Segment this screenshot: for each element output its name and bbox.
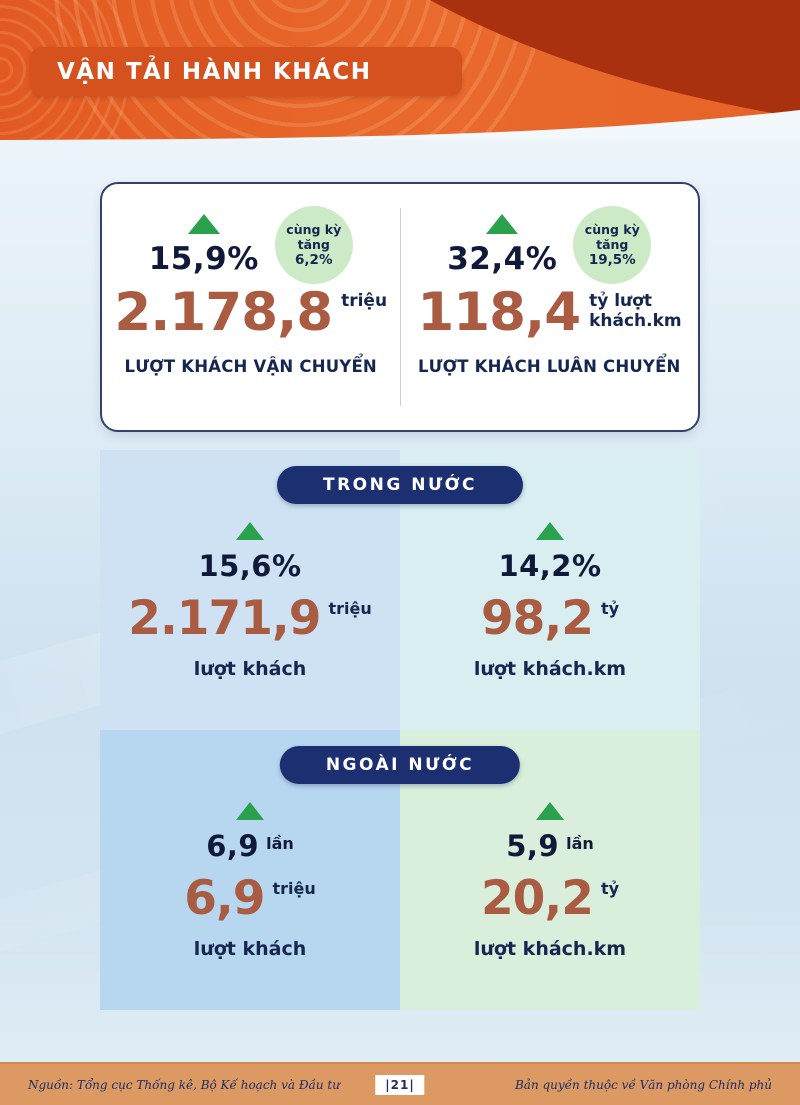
international-traffic-value-row: 20,2 tỷ (481, 875, 619, 922)
domestic-traffic-percent: 14,2% (498, 549, 602, 583)
carried-value-row: 2.178,8 triệu (114, 286, 387, 339)
international-passengers-unit: triệu (272, 879, 316, 898)
domestic-passengers-value: 2.171,9 (128, 591, 321, 646)
domestic-passengers-stat: 15,6% 2.171,9 triệu lượt khách (100, 522, 400, 680)
increase-triangle-icon (536, 802, 564, 820)
header-bottom-curve (0, 110, 800, 140)
ribbon-shape (430, 0, 800, 118)
page-number: |21| (375, 1074, 425, 1095)
page-title-text: VẬN TẢI HÀNH KHÁCH (57, 58, 372, 85)
domestic-passengers-label: lượt khách (193, 658, 307, 680)
domestic-passengers-unit: triệu (328, 599, 372, 618)
carried-percent: 15,9% (148, 241, 259, 277)
domestic-traffic-growth: 14,2% (498, 552, 601, 581)
international-section: 6,9 lần 6,9 triệu lượt khách 5,9 lần 20,… (100, 730, 700, 1010)
traffic-growth: 32,4% (447, 214, 557, 277)
increase-triangle-icon (486, 214, 519, 234)
international-passengers-value: 6,9 (184, 871, 265, 926)
badge-label: cùng kỳ tăng (286, 221, 342, 252)
header-banner: VẬN TẢI HÀNH KHÁCH (0, 0, 800, 140)
domestic-pill: TRONG NƯỚC (277, 466, 523, 504)
traffic-growth-group: 32,4% cùng kỳ tăng 19,5% (447, 206, 652, 284)
badge-label: cùng kỳ tăng (584, 221, 640, 252)
page-title: VẬN TẢI HÀNH KHÁCH (30, 47, 462, 96)
international-pill: NGOÀI NƯỚC (279, 746, 521, 784)
summary-carried-panel: 15,9% cùng kỳ tăng 6,2% 2.178,8 triệu LƯ… (102, 184, 400, 430)
traffic-value: 118,4 (417, 282, 581, 343)
increase-triangle-icon (236, 522, 264, 540)
international-traffic-label: lượt khách.km (473, 938, 627, 960)
carried-label: LƯỢT KHÁCH VẬN CHUYỂN (124, 357, 377, 376)
domestic-passengers-value-row: 2.171,9 triệu (128, 595, 372, 642)
badge-value: 19,5% (588, 251, 636, 268)
source-note: Nguồn: Tổng cục Thống kê, Bộ Kế hoạch và… (28, 1077, 340, 1092)
carried-unit: triệu (341, 291, 388, 311)
domestic-section: 15,6% 2.171,9 triệu lượt khách 14,2% 98,… (100, 450, 700, 730)
domestic-traffic-value: 98,2 (480, 591, 594, 646)
domestic-passengers-percent: 15,6% (198, 549, 302, 583)
domestic-traffic-panel: 14,2% 98,2 tỷ lượt khách.km (400, 450, 700, 730)
international-passengers-value-row: 6,9 triệu (184, 875, 316, 922)
traffic-label: LƯỢT KHÁCH LUÂN CHUYỂN (417, 357, 681, 376)
traffic-same-period-badge: cùng kỳ tăng 19,5% (573, 206, 652, 284)
copyright-note: Bản quyền thuộc về Văn phòng Chính phủ (514, 1077, 772, 1092)
international-traffic-growth-unit: lần (566, 834, 594, 853)
domestic-passengers-growth: 15,6% (198, 552, 301, 581)
increase-triangle-icon (236, 802, 264, 820)
international-passengers-growth-value: 6,9 (206, 829, 260, 863)
international-traffic-growth-value: 5,9 (506, 829, 560, 863)
international-traffic-stat: 5,9 lần 20,2 tỷ lượt khách.km (400, 802, 700, 960)
summary-card: 15,9% cùng kỳ tăng 6,2% 2.178,8 triệu LƯ… (100, 182, 700, 432)
carried-growth-group: 15,9% cùng kỳ tăng 6,2% (149, 206, 353, 284)
international-passengers-label: lượt khách (193, 938, 307, 960)
carried-same-period-badge: cùng kỳ tăng 6,2% (274, 206, 353, 284)
carried-value: 2.178,8 (114, 282, 333, 343)
traffic-unit: tỷ lượt khách.km (589, 291, 682, 332)
international-passengers-growth: 6,9 lần (206, 832, 294, 861)
domestic-traffic-label: lượt khách.km (473, 658, 627, 680)
international-traffic-unit: tỷ (600, 879, 620, 898)
domestic-traffic-stat: 14,2% 98,2 tỷ lượt khách.km (400, 522, 700, 680)
international-traffic-value: 20,2 (480, 871, 594, 926)
international-passengers-stat: 6,9 lần 6,9 triệu lượt khách (100, 802, 400, 960)
international-passengers-growth-unit: lần (266, 834, 294, 853)
carried-growth: 15,9% (149, 214, 259, 277)
international-traffic-growth: 5,9 lần (506, 832, 594, 861)
summary-traffic-panel: 32,4% cùng kỳ tăng 19,5% 118,4 tỷ lượt k… (401, 184, 699, 430)
increase-triangle-icon (187, 214, 220, 234)
card-divider (399, 208, 401, 406)
ribbon-decoration (0, 0, 800, 140)
badge-value: 6,2% (295, 251, 333, 268)
domestic-traffic-value-row: 98,2 tỷ (481, 595, 619, 642)
traffic-value-row: 118,4 tỷ lượt khách.km (417, 286, 681, 339)
footer-bar: Nguồn: Tổng cục Thống kê, Bộ Kế hoạch và… (0, 1062, 800, 1105)
increase-triangle-icon (536, 522, 564, 540)
domestic-traffic-unit: tỷ (600, 599, 620, 618)
traffic-percent: 32,4% (447, 241, 558, 277)
